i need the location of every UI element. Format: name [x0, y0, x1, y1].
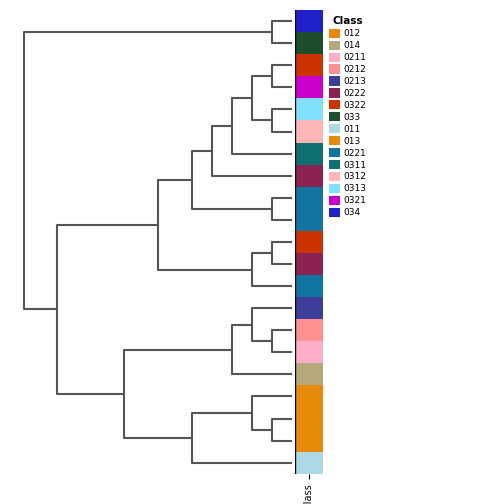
Legend: 012, 014, 0211, 0212, 0213, 0222, 0322, 033, 011, 013, 0221, 0311, 0312, 0313, 0: 012, 014, 0211, 0212, 0213, 0222, 0322, …	[327, 15, 368, 219]
Bar	[295, 165, 323, 186]
Bar	[295, 10, 323, 32]
Bar	[295, 253, 323, 275]
Bar	[295, 120, 323, 143]
Bar	[295, 209, 323, 231]
Bar	[295, 319, 323, 341]
Bar	[295, 231, 323, 253]
Bar	[295, 32, 323, 54]
Bar	[295, 341, 323, 363]
Bar	[295, 297, 323, 319]
Bar	[295, 98, 323, 120]
Bar	[295, 76, 323, 98]
Bar	[295, 275, 323, 297]
Bar	[295, 54, 323, 76]
Bar	[295, 143, 323, 165]
Bar	[295, 429, 323, 452]
Bar	[295, 363, 323, 386]
Bar	[295, 408, 323, 429]
Bar	[295, 386, 323, 408]
Bar	[295, 452, 323, 474]
Bar	[295, 186, 323, 209]
